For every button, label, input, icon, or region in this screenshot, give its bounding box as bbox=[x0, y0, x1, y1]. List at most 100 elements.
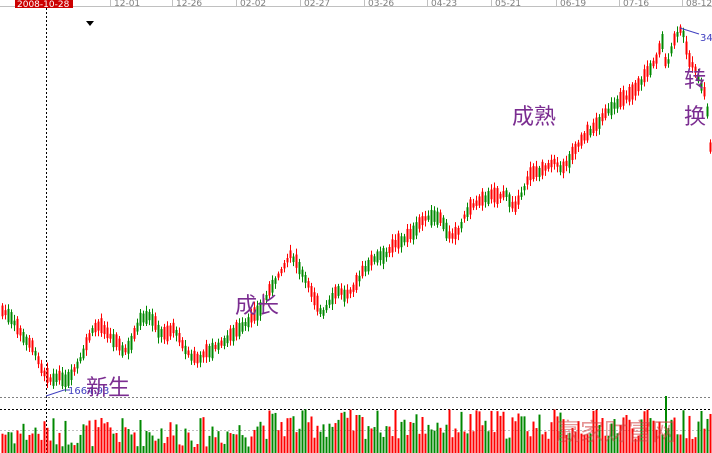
volume-bar bbox=[685, 438, 688, 453]
candle-body bbox=[529, 167, 532, 181]
candle-body bbox=[178, 332, 181, 343]
candle-body bbox=[544, 165, 547, 171]
candle-body bbox=[184, 345, 187, 355]
volume-bar bbox=[343, 411, 346, 453]
volume-bar bbox=[376, 410, 379, 453]
candle-body bbox=[163, 327, 166, 340]
candle-body bbox=[403, 236, 406, 243]
volume-bar bbox=[193, 446, 196, 453]
candle-body bbox=[67, 371, 70, 386]
candle-body bbox=[175, 329, 178, 336]
volume-bar bbox=[406, 434, 409, 453]
volume-bar bbox=[412, 422, 415, 453]
volume-bar bbox=[157, 438, 160, 453]
candle-body bbox=[259, 302, 262, 316]
volume-bar bbox=[115, 432, 118, 453]
dropdown-triangle-icon[interactable] bbox=[86, 21, 94, 26]
candle-body bbox=[265, 294, 268, 301]
candle-body bbox=[577, 142, 580, 147]
candle-body bbox=[664, 56, 667, 67]
volume-bar bbox=[529, 436, 532, 453]
candle-body bbox=[688, 53, 691, 67]
candle-body bbox=[154, 316, 157, 330]
candle-body bbox=[655, 54, 658, 64]
volume-bar bbox=[64, 420, 67, 453]
volume-bar bbox=[121, 418, 124, 453]
candle-body bbox=[133, 328, 136, 339]
candle-body bbox=[235, 322, 238, 337]
volume-bar bbox=[109, 427, 112, 453]
candle-body bbox=[481, 191, 484, 206]
volume-bar bbox=[22, 423, 25, 453]
volume-bar bbox=[547, 438, 550, 453]
volume-bar bbox=[379, 432, 382, 453]
candle-body bbox=[553, 158, 556, 165]
candle-body bbox=[250, 313, 253, 323]
candle-body bbox=[352, 284, 355, 292]
candle-body bbox=[640, 79, 643, 85]
volume-bar bbox=[667, 427, 670, 453]
candle-body bbox=[448, 231, 451, 239]
volume-bar bbox=[238, 425, 241, 453]
volume-bar bbox=[457, 432, 460, 453]
candle-body bbox=[73, 367, 76, 372]
volume-bar bbox=[7, 432, 10, 453]
volume-bar bbox=[73, 445, 76, 453]
volume-bar bbox=[1, 433, 4, 453]
volume-bar bbox=[610, 423, 613, 453]
candle-body bbox=[280, 268, 283, 274]
candle-body bbox=[331, 293, 334, 305]
candle-body bbox=[385, 251, 388, 258]
stage-label-birth: 新生 bbox=[86, 376, 130, 401]
candle-body bbox=[643, 69, 646, 83]
volume-bar bbox=[70, 442, 73, 453]
volume-bar bbox=[505, 438, 508, 453]
candle-body bbox=[82, 348, 85, 359]
volume-bar bbox=[151, 435, 154, 453]
candle-body bbox=[148, 312, 151, 321]
cursor-date-label: 2008-10-28 bbox=[17, 0, 70, 10]
volume-bar bbox=[271, 413, 274, 453]
candle-body bbox=[634, 82, 637, 96]
candle-body bbox=[319, 308, 322, 314]
candle-body bbox=[370, 254, 373, 266]
volume-bar bbox=[205, 446, 208, 453]
candle-body bbox=[421, 216, 424, 226]
candle-body bbox=[124, 347, 127, 353]
candle-body bbox=[673, 33, 676, 46]
candle-body bbox=[313, 292, 316, 306]
volume-bar bbox=[364, 438, 367, 453]
volume-bar bbox=[310, 416, 313, 453]
volume-bar bbox=[178, 444, 181, 453]
volume-bar bbox=[487, 431, 490, 453]
volume-bar bbox=[301, 410, 304, 453]
candle-body bbox=[85, 337, 88, 351]
volume-bar bbox=[454, 428, 457, 453]
candle-body bbox=[661, 34, 664, 49]
volume-bar bbox=[592, 410, 595, 453]
candle-body bbox=[460, 221, 463, 229]
candle-body bbox=[52, 373, 55, 386]
candle-body bbox=[109, 333, 112, 339]
candle-body bbox=[502, 191, 505, 198]
volume-bar bbox=[127, 429, 130, 453]
candle-body bbox=[493, 187, 496, 203]
candle-body bbox=[10, 312, 13, 325]
date-tick-label: 06-19 bbox=[560, 0, 586, 9]
volume-bar bbox=[445, 424, 448, 453]
candle-body bbox=[550, 159, 553, 168]
date-tick-label: 02-27 bbox=[304, 0, 330, 9]
volume-bar bbox=[325, 436, 328, 453]
candle-body bbox=[349, 289, 352, 294]
candle-body bbox=[592, 122, 595, 134]
volume-bar bbox=[691, 438, 694, 453]
volume-bar bbox=[235, 434, 238, 453]
volume-bar bbox=[67, 444, 70, 453]
candle-body bbox=[580, 134, 583, 146]
candle-body bbox=[457, 227, 460, 235]
candle-body bbox=[547, 163, 550, 169]
candle-body bbox=[511, 201, 514, 209]
volume-bar bbox=[550, 422, 553, 453]
volume-bar bbox=[307, 422, 310, 453]
